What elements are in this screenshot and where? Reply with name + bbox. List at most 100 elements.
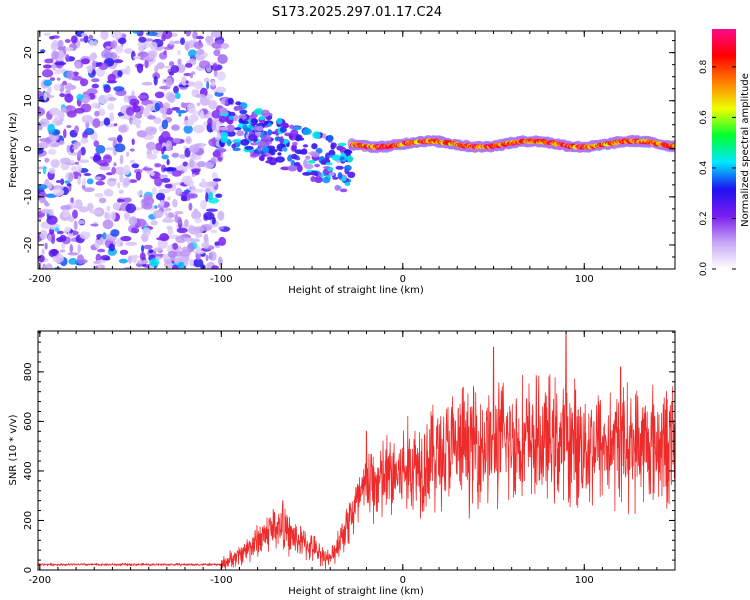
spectrogram-noise-blob (113, 86, 125, 92)
spectrogram-noise-blob (93, 40, 98, 47)
spectrogram-noise-blob (141, 167, 154, 171)
spectrogram-noise-blob (195, 252, 201, 261)
spectrogram-noise-blob (81, 32, 87, 37)
spectrogram-noise-blob (98, 62, 103, 66)
spectrogram-noise-blob (180, 37, 185, 45)
spectrogram-noise-blob (79, 38, 85, 42)
spectrogram-transition-blob (282, 122, 289, 128)
spectrogram-noise-blob (94, 176, 102, 180)
spectrogram-noise-blob (126, 151, 130, 157)
spectrogram-transition-blob (322, 133, 327, 139)
spectrogram-noise-blob (70, 166, 78, 172)
spectrogram-noise-blob (120, 235, 132, 242)
spectrogram-noise-blob (163, 167, 174, 172)
spectrogram-noise-blob (65, 105, 73, 111)
spectrogram-transition-blob (325, 152, 330, 161)
snr-x-axis-label: Height of straight line (km) (288, 586, 424, 597)
spectrogram-y-tick-label: -20 (23, 237, 34, 253)
spectrogram-noise-blob (38, 184, 48, 190)
snr-x-ticks: -200 -100 0 100 (28, 331, 676, 586)
spectrogram-transition-blob (259, 131, 266, 139)
spectrogram-noise-blob (80, 146, 86, 156)
spectrogram-noise-blob (147, 115, 156, 120)
spectrogram-noise-blob (60, 178, 65, 185)
spectrogram-noise-blob (154, 176, 163, 187)
spectrogram-noise-blob (194, 218, 202, 224)
spectrogram-noise-blob (123, 212, 130, 220)
spectrogram-noise-blob (175, 187, 183, 197)
spectrogram-noise-blob (164, 183, 173, 189)
spectrogram-noise-blob (144, 59, 149, 69)
spectrogram-noise-blob (210, 79, 216, 87)
spectrogram-noise-blob (183, 124, 193, 134)
spectrogram-noise-blob (118, 189, 124, 194)
spectrogram-noise-blob (74, 125, 79, 133)
snr-frame (37, 330, 676, 571)
spectrogram-noise-blob (215, 86, 227, 94)
spectrogram-noise-blob (108, 243, 116, 252)
spectrogram-y-tick-label: -10 (23, 189, 34, 205)
spectrogram-noise-blob (206, 81, 210, 90)
spectrogram-noise-blob (97, 95, 109, 105)
spectrogram-noise-blob (71, 202, 77, 209)
spectrogram-noise-blob (68, 216, 75, 223)
spectrogram-noise-blob (156, 237, 167, 241)
spectrogram-transition-blob (277, 152, 282, 156)
spectrogram-transition-blob (233, 139, 242, 143)
spectrogram-noise-blob (51, 39, 59, 50)
spectrogram-noise-blob (212, 136, 216, 147)
spectrogram-noise-blob (78, 159, 90, 163)
spectrogram-transition-blob (267, 129, 273, 136)
spectrogram-noise-blob (154, 91, 165, 99)
spectrogram-noise-blob (129, 98, 140, 106)
spectrogram-noise-blob (97, 108, 106, 117)
spectrogram-noise-blob (191, 168, 201, 173)
spectrogram-noise-blob (125, 203, 137, 214)
spectrogram-noise-blob (77, 150, 82, 158)
spectrogram-noise-blob (213, 49, 221, 57)
spectrogram-noise-blob (138, 45, 145, 52)
spectrogram-x-tick-label: 0 (400, 274, 406, 285)
spectrogram-noise-blob (177, 261, 185, 269)
spectrogram-noise-blob (119, 154, 124, 165)
spectrogram-noise-blob (54, 70, 61, 75)
spectrogram-noise-blob (80, 137, 89, 144)
spectrogram-noise-blob (110, 211, 116, 221)
spectrogram-noise-blob (216, 39, 224, 44)
spectrogram-noise-blob (191, 173, 196, 177)
spectrogram-noise-blob (100, 255, 110, 261)
spectrogram-transition-blob (279, 126, 287, 133)
spectrogram-noise-blob (165, 207, 172, 212)
spectrogram-noise-blob (174, 40, 180, 44)
spectrogram-noise-blob (83, 173, 92, 176)
spectrogram-transition-blob (307, 160, 316, 164)
spectrogram-noise-blob (129, 148, 135, 152)
spectrogram-noise-blob (57, 39, 64, 49)
spectrogram-noise-blob (211, 42, 223, 49)
spectrogram-transition-blob (291, 153, 298, 160)
spectrogram-transition-blob (250, 142, 258, 146)
spectrogram-noise-blob (169, 40, 175, 46)
spectrogram-noise-blob (189, 114, 199, 123)
spectrogram-noise-blob (113, 162, 117, 167)
spectrogram-noise-blob (212, 178, 222, 182)
spectrogram-transition-blob (218, 115, 227, 123)
spectrogram-noise-blob (205, 192, 209, 203)
spectrogram-noise-blob (99, 162, 110, 167)
spectrogram-transition-blob (225, 124, 236, 133)
spectrogram-noise-blob (145, 31, 158, 37)
spectrogram-noise-blob (174, 211, 184, 215)
spectrogram-transition-blob (274, 136, 281, 142)
spectrogram-transition-blob (280, 166, 291, 171)
snr-x-tick-label: -100 (210, 575, 233, 586)
spectrogram-noise-blob (60, 107, 67, 112)
spectrogram-noise-blob (43, 79, 53, 87)
spectrogram-noise-blob (113, 59, 124, 64)
spectrogram-noise-blob (50, 226, 55, 230)
spectrogram-noise-blob (205, 254, 209, 262)
spectrogram-noise-blob (117, 37, 127, 45)
spectrogram-noise-blob (175, 110, 188, 114)
spectrogram-noise-blob (139, 252, 146, 261)
spectrogram-noise-blob (75, 161, 79, 165)
spectrogram-x-axis-label: Height of straight line (km) (288, 285, 424, 296)
